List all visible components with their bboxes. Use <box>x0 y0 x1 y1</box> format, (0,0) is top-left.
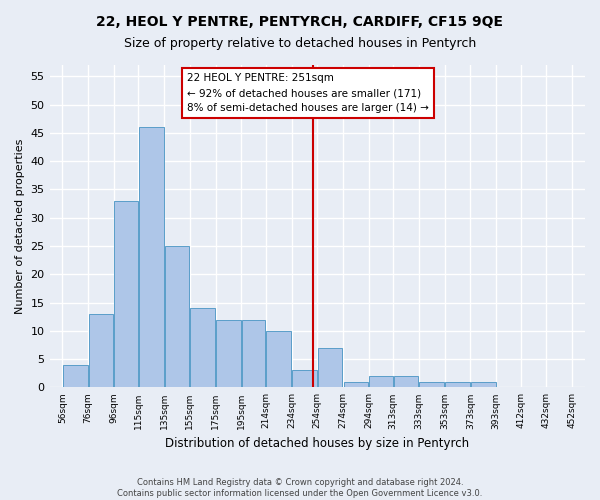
Bar <box>445 382 470 388</box>
Bar <box>471 382 496 388</box>
X-axis label: Distribution of detached houses by size in Pentyrch: Distribution of detached houses by size … <box>165 437 469 450</box>
Text: 22, HEOL Y PENTRE, PENTYRCH, CARDIFF, CF15 9QE: 22, HEOL Y PENTRE, PENTYRCH, CARDIFF, CF… <box>97 15 503 29</box>
Bar <box>190 308 215 388</box>
Bar <box>369 376 392 388</box>
Text: Contains HM Land Registry data © Crown copyright and database right 2024.
Contai: Contains HM Land Registry data © Crown c… <box>118 478 482 498</box>
Bar <box>139 127 164 388</box>
Bar <box>164 246 190 388</box>
Bar <box>419 382 444 388</box>
Bar <box>63 365 88 388</box>
Bar <box>216 320 241 388</box>
Bar <box>89 314 113 388</box>
Y-axis label: Number of detached properties: Number of detached properties <box>15 138 25 314</box>
Bar <box>115 201 138 388</box>
Text: Size of property relative to detached houses in Pentyrch: Size of property relative to detached ho… <box>124 38 476 51</box>
Bar <box>394 376 418 388</box>
Text: 22 HEOL Y PENTRE: 251sqm
← 92% of detached houses are smaller (171)
8% of semi-d: 22 HEOL Y PENTRE: 251sqm ← 92% of detach… <box>187 74 429 113</box>
Bar <box>344 382 368 388</box>
Bar <box>266 331 291 388</box>
Bar <box>292 370 317 388</box>
Bar <box>242 320 265 388</box>
Bar <box>318 348 343 388</box>
